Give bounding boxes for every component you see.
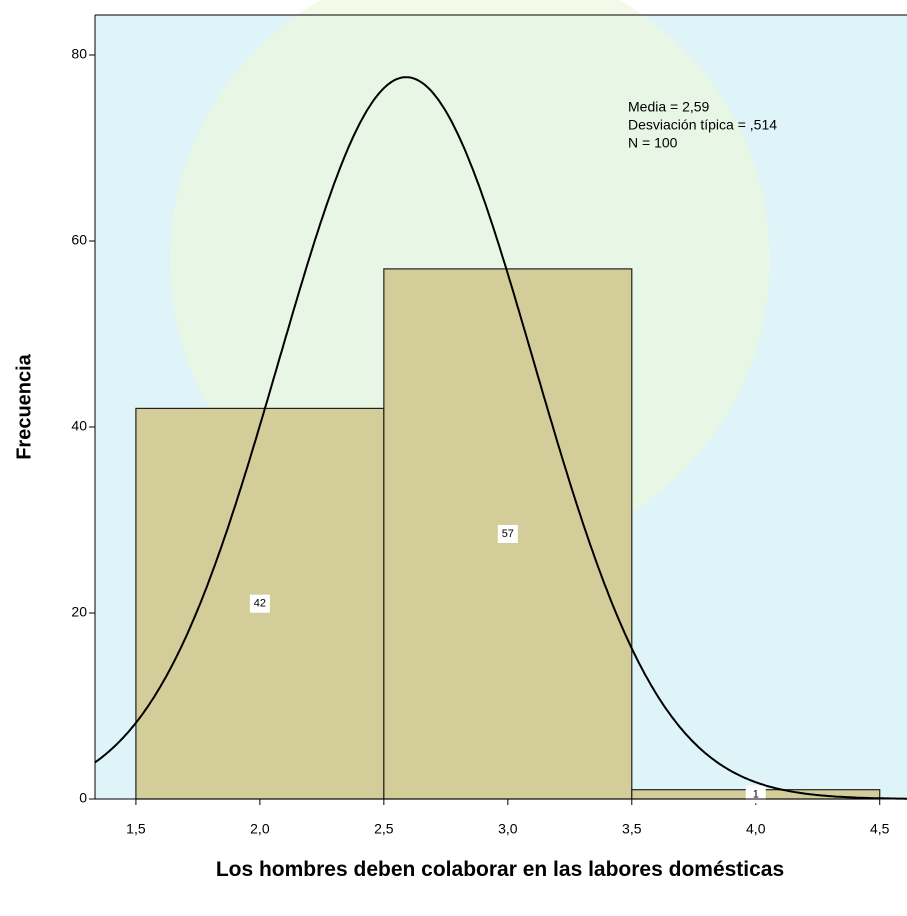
x-tick-label: 3,0: [498, 821, 518, 837]
x-tick-label: 2,5: [374, 821, 394, 837]
stats-annotation: Media = 2,59: [628, 99, 710, 115]
y-tick-label: 80: [71, 46, 87, 62]
x-tick-label: 4,0: [746, 821, 766, 837]
x-tick-label: 2,0: [250, 821, 270, 837]
y-tick-label: 60: [71, 232, 87, 248]
y-tick-label: 20: [71, 604, 87, 620]
stats-annotation: N = 100: [628, 135, 678, 151]
y-tick-label: 40: [71, 418, 87, 434]
page: Frecuencia 0 20 40 60 80 1,5 2,0 2,5 3,0 3,5 4,0 4,…: [0, 0, 907, 916]
value-label: 1: [753, 788, 759, 800]
x-axis-title: Los hombres deben colaborar en las labor…: [150, 858, 850, 882]
x-tick-label: 3,5: [622, 821, 642, 837]
x-tick-label: 4,5: [870, 821, 890, 837]
value-label: 57: [502, 528, 514, 540]
stats-annotation: Desviación típica = ,514: [628, 117, 777, 133]
chart: Frecuencia 0 20 40 60 80 1,5 2,0 2,5 3,0 3,5 4,0 4,…: [0, 0, 907, 916]
x-tick-label: 1,5: [126, 821, 146, 837]
y-axis-title: Frecuencia: [13, 353, 35, 459]
y-tick-label: 0: [79, 790, 87, 806]
value-label: 42: [254, 598, 266, 610]
